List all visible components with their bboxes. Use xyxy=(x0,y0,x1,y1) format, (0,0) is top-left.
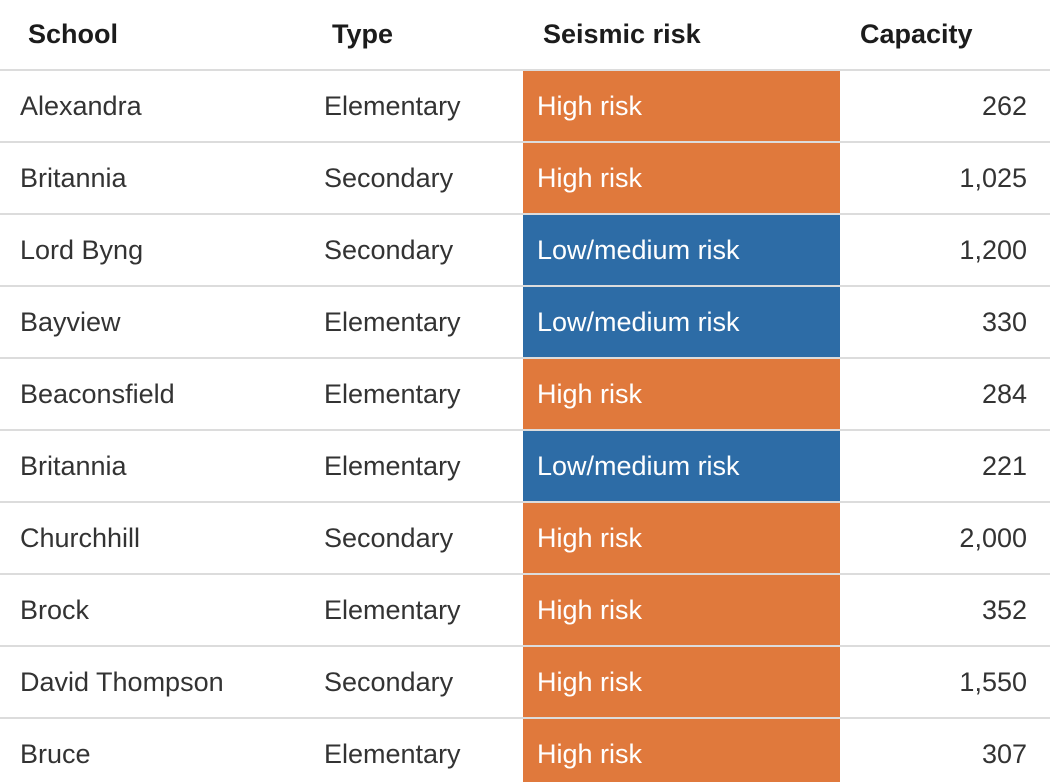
seismic-risk-cell: High risk xyxy=(523,70,840,142)
seismic-risk-cell: High risk xyxy=(523,645,840,718)
capacity-cell: 1,025 xyxy=(840,141,1050,214)
seismic-risk-cell: High risk xyxy=(523,501,840,574)
type-cell: Elementary xyxy=(324,90,461,121)
type-cell: Elementary xyxy=(322,429,523,502)
type-cell: Elementary xyxy=(322,717,523,782)
table-row: Bayview Elementary Low/medium risk 330 xyxy=(0,285,1050,358)
header-school: School xyxy=(0,0,322,71)
table-row: Britannia Elementary Low/medium risk 221 xyxy=(0,429,1050,502)
table-body: Alexandra Elementary High risk 262 Brita… xyxy=(0,70,1050,782)
header-seismic-risk: Seismic risk xyxy=(523,0,840,71)
table-row: David Thompson Secondary High risk 1,550 xyxy=(0,645,1050,718)
table-row: Beaconsfield Elementary High risk 284 xyxy=(0,357,1050,430)
table-row: Churchhill Secondary High risk 2,000 xyxy=(0,501,1050,574)
type-cell: Elementary xyxy=(322,285,523,358)
school-cell: Beaconsfield xyxy=(0,357,322,430)
capacity-cell: 2,000 xyxy=(840,501,1050,574)
type-cell: Secondary xyxy=(322,501,523,574)
school-cell: Bruce xyxy=(0,717,322,782)
type-cell: Elementary xyxy=(322,573,523,646)
type-cell: Elementary xyxy=(322,357,523,430)
seismic-risk-cell: High risk xyxy=(523,357,840,430)
seismic-risk-cell: Low/medium risk xyxy=(523,285,840,358)
school-cell: Britannia xyxy=(0,141,322,214)
type-cell: Secondary xyxy=(322,645,523,718)
capacity-cell: 221 xyxy=(840,429,1050,502)
seismic-risk-cell: High risk xyxy=(523,141,840,214)
capacity-cell: 1,550 xyxy=(840,645,1050,718)
table-row: Brock Elementary High risk 352 xyxy=(0,573,1050,646)
school-cell: Churchhill xyxy=(0,501,322,574)
header-type: Type xyxy=(322,0,523,71)
school-cell: Bayview xyxy=(0,285,322,358)
type-cell: Secondary xyxy=(322,141,523,214)
school-cell: Brock xyxy=(0,573,322,646)
seismic-risk-cell: Low/medium risk xyxy=(523,213,840,286)
table-row: Bruce Elementary High risk 307 xyxy=(0,717,1050,782)
capacity-cell: 1,200 xyxy=(840,213,1050,286)
table-row: Alexandra Elementary High risk 262 xyxy=(0,70,1050,142)
table-row: Britannia Secondary High risk 1,025 xyxy=(0,141,1050,214)
header-capacity: Capacity xyxy=(840,0,1050,71)
capacity-cell: 284 xyxy=(840,357,1050,430)
capacity-cell: 330 xyxy=(840,285,1050,358)
seismic-risk-cell: High risk xyxy=(523,573,840,646)
type-cell: Secondary xyxy=(322,213,523,286)
seismic-risk-cell: High risk xyxy=(523,717,840,782)
school-cell: Lord Byng xyxy=(0,213,322,286)
header-row: School Type Seismic risk Capacity xyxy=(0,0,1050,71)
seismic-risk-cell: Low/medium risk xyxy=(523,429,840,502)
capacity-cell: 262 xyxy=(981,90,1027,121)
table-row: Lord Byng Secondary Low/medium risk 1,20… xyxy=(0,213,1050,286)
table-header: School Type Seismic risk Capacity xyxy=(0,0,1050,71)
school-cell: David Thompson xyxy=(0,645,322,718)
capacity-cell: 352 xyxy=(840,573,1050,646)
school-cell: Britannia xyxy=(0,429,322,502)
school-cell: Alexandra xyxy=(20,90,142,121)
capacity-cell: 307 xyxy=(840,717,1050,782)
